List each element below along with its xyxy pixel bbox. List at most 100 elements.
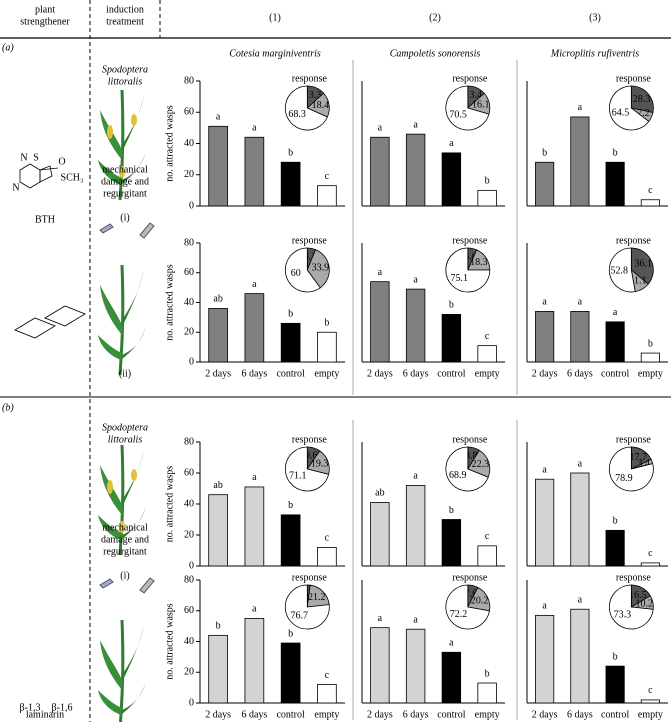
bar (370, 136, 390, 207)
bar (317, 185, 337, 207)
y-tick-label: 60 (184, 605, 194, 616)
pie-value-label: 28.3 (633, 94, 651, 105)
structure-label: N (20, 152, 27, 163)
pie-title: response (616, 73, 652, 84)
header-label: strengthener (20, 16, 70, 27)
pie-value-label: 64.5 (612, 108, 630, 119)
structure-label: SCH₃ (61, 172, 84, 183)
pie-title: response (616, 572, 652, 583)
structure-label: β-1,3 (20, 702, 41, 713)
significance-letter: a (542, 464, 547, 475)
bar (441, 519, 462, 567)
bar (477, 545, 497, 567)
pie-title: response (292, 572, 328, 583)
bar (405, 484, 426, 567)
y-tick-label: 40 (184, 138, 194, 149)
pie-title: response (616, 434, 652, 445)
significance-letter: b (288, 309, 293, 320)
plant-drawings (96, 88, 155, 722)
x-tick-label: 6 days (567, 368, 593, 379)
y-tick-label: 20 (184, 667, 194, 678)
bar (317, 331, 337, 363)
pie-value-label: 76.7 (290, 610, 308, 621)
bar (441, 152, 462, 207)
y-tick-label: 80 (184, 75, 194, 86)
significance-letter: a (252, 604, 257, 615)
y-tick-label: 60 (184, 107, 194, 118)
bar (280, 322, 301, 363)
pie-value-label: 70.5 (449, 110, 467, 121)
significance-letter: a (578, 297, 583, 308)
pie-value-label: 36.1 (635, 259, 653, 270)
bar (208, 494, 228, 567)
pie-value-label: 6.6 (464, 251, 477, 262)
bar (477, 345, 497, 363)
y-tick-label: 40 (184, 297, 194, 308)
pie-title: response (292, 434, 328, 445)
significance-letter: b (216, 621, 221, 632)
significance-letter: a (542, 601, 547, 612)
pie-slice (608, 85, 650, 131)
y-tick-label: 20 (184, 327, 194, 338)
bar (535, 161, 555, 207)
x-tick-label: 6 days (241, 709, 267, 720)
bar (280, 161, 301, 207)
pie-title: response (292, 73, 328, 84)
pie-value-label: 21.2 (308, 592, 326, 603)
bar (370, 502, 390, 567)
y-axis-label: no. attracted wasps (164, 603, 175, 679)
pie-value-label: 9.6 (305, 451, 318, 462)
treatment-label: regurgitant (103, 188, 147, 199)
x-tick-label: empty (475, 709, 500, 720)
x-tick-label: empty (638, 709, 663, 720)
pie-value-label: 20.2 (471, 595, 489, 606)
treatment-label: littoralis (108, 434, 143, 445)
y-tick-label: 0 (189, 200, 194, 211)
x-tick-label: control (276, 709, 305, 720)
pie-value-label: 13.3 (304, 90, 322, 101)
x-tick-label: control (276, 368, 305, 379)
x-tick-label: 6 days (567, 709, 593, 720)
y-tick-label: 40 (184, 498, 194, 509)
structure-drawings (14, 163, 86, 339)
bar (605, 529, 625, 567)
pie-slice (445, 446, 489, 492)
x-tick-label: 2 days (367, 368, 393, 379)
pie-slice (445, 85, 490, 131)
significance-letter: c (648, 548, 653, 559)
bar (405, 628, 426, 704)
y-tick-label: 0 (189, 697, 194, 708)
significance-letter: a (449, 638, 454, 649)
bar (535, 311, 555, 363)
significance-letter: ab (213, 294, 222, 305)
significance-letter: b (648, 338, 653, 349)
significance-letter: a (413, 274, 418, 285)
treatment-label: Spodoptera (102, 64, 148, 75)
bar (405, 288, 426, 363)
pie-value-label: 68.3 (288, 109, 306, 120)
bar (280, 514, 301, 567)
x-tick-label: 6 days (403, 709, 429, 720)
bar (244, 136, 265, 207)
bar (477, 189, 497, 207)
significance-letter: b (542, 148, 547, 159)
significance-letter: c (325, 670, 330, 681)
x-tick-label: 2 days (532, 368, 558, 379)
x-tick-label: empty (314, 709, 339, 720)
pie-title: response (452, 235, 488, 246)
significance-letter: c (648, 185, 653, 196)
pie-slice (284, 247, 321, 293)
pie-value-label: 16.1 (472, 99, 490, 110)
significance-letter: b (324, 318, 329, 329)
pie-value-label: 75.1 (451, 273, 469, 284)
significance-letter: b (613, 148, 618, 159)
y-axis-label: no. attracted wasps (164, 105, 175, 181)
bar (640, 199, 660, 207)
significance-letter: a (449, 138, 454, 149)
bar (441, 651, 462, 704)
treatment-numeral: (i) (120, 212, 129, 223)
significance-letter: ab (375, 488, 384, 499)
x-tick-label: 2 days (205, 709, 231, 720)
header-label: plant (35, 4, 55, 15)
